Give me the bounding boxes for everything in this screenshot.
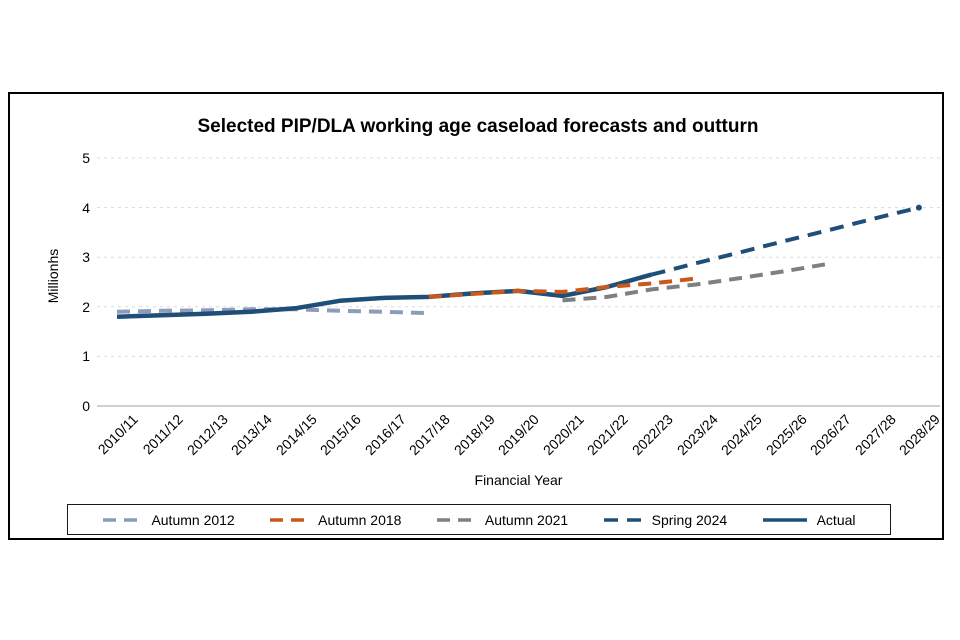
y-tick-label: 2	[82, 298, 90, 315]
series-line-autumn-2018	[428, 276, 697, 299]
series-end-marker	[915, 204, 922, 211]
legend-line-sample-icon	[762, 517, 807, 522]
legend: Autumn 2012 Autumn 2018 Autumn 2021 Spring …	[67, 504, 891, 535]
y-tick-label: 1	[82, 348, 90, 365]
legend-label: Actual	[816, 511, 856, 528]
legend-item-autumn-2012: Autumn 2012	[102, 511, 235, 528]
legend-line-sample-icon	[270, 517, 309, 522]
y-tick-label: 4	[82, 199, 90, 216]
legend-label: Spring 2024	[651, 511, 728, 528]
legend-item-autumn-2021: Autumn 2021	[436, 512, 568, 528]
series-line-actual	[116, 272, 653, 319]
legend-line-sample-icon	[603, 517, 642, 522]
y-tick-label: 0	[82, 398, 90, 414]
series-line-spring-2024	[651, 205, 920, 277]
legend-label: Autumn 2021	[484, 511, 569, 528]
series-line-autumn-2021	[562, 261, 831, 303]
chart-title: Selected PIP/DLA working age caseload fo…	[197, 116, 759, 137]
legend-label: Autumn 2018	[318, 511, 402, 528]
legend-line-sample-icon	[436, 517, 475, 522]
x-axis-title: Financial Year	[474, 472, 563, 488]
legend-item-autumn-2018: Autumn 2018	[269, 512, 401, 528]
y-tick-label: 3	[82, 249, 90, 266]
legend-item-spring-2024: Spring 2024	[603, 511, 728, 528]
legend-item-actual: Actual	[762, 512, 856, 528]
y-axis-title: Millionhs	[45, 248, 61, 304]
y-tick-label: 5	[82, 150, 90, 166]
legend-line-sample-icon	[103, 517, 142, 522]
legend-label: Autumn 2012	[151, 511, 235, 528]
